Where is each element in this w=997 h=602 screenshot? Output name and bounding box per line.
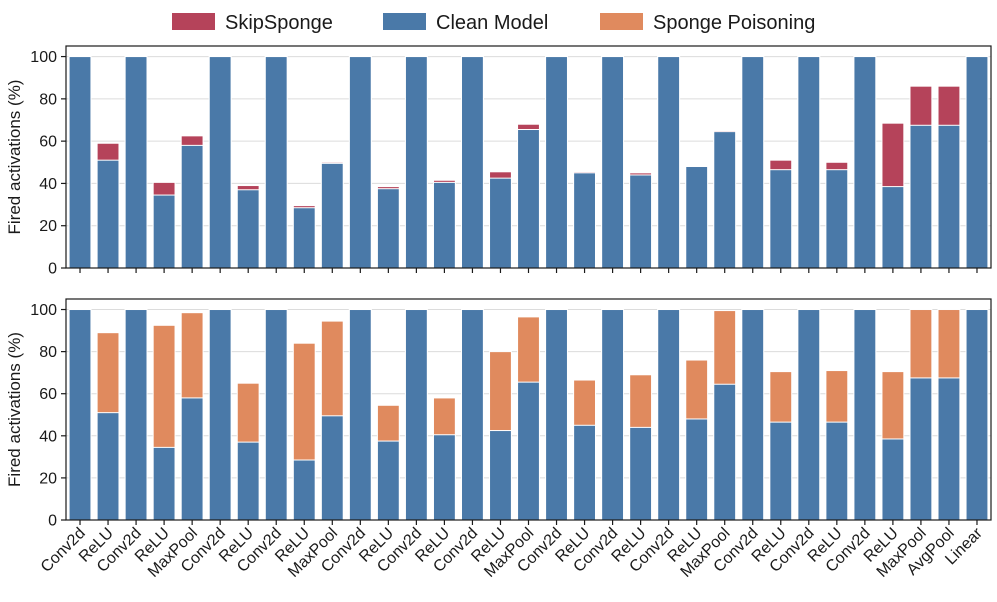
y-tick-label: 20 <box>39 218 57 235</box>
bar-clean-model-17 <box>545 309 568 521</box>
bar-clean-model-2 <box>124 309 148 521</box>
bar-clean-model-10 <box>348 309 372 521</box>
bar-clean-model-17 <box>545 56 568 269</box>
y-tick-label: 100 <box>30 49 57 66</box>
bar-clean-model-4 <box>180 397 204 521</box>
bar-clean-model-8 <box>292 459 316 521</box>
bar-clean-model-2 <box>124 56 148 269</box>
legend-swatch-clean-model <box>383 13 426 30</box>
panel-sponge-poisoning: 0 20 40 60 80 100 Fired activations (%) Conv2… <box>5 298 992 581</box>
bar-clean-model-18 <box>573 172 596 269</box>
bar-clean-model-11 <box>376 188 400 269</box>
y-tick-label: 0 <box>48 513 57 530</box>
bar-clean-model-6 <box>236 189 260 269</box>
bar-clean-model-14 <box>461 309 484 521</box>
y-tick-label: 40 <box>39 176 57 193</box>
bar-clean-model-13 <box>432 181 456 269</box>
bar-clean-model-22 <box>685 166 709 269</box>
bar-clean-model-1 <box>96 412 120 521</box>
bar-clean-model-26 <box>797 309 821 521</box>
bars-bottom <box>68 309 989 521</box>
y-ticks-top: 0 20 40 60 80 100 <box>30 49 66 278</box>
bar-clean-model-23 <box>713 383 737 521</box>
bar-clean-model-3 <box>152 194 176 269</box>
y-axis-label-top: Fired activations (%) <box>5 80 24 235</box>
bar-clean-model-31 <box>937 124 961 269</box>
bar-clean-model-12 <box>404 56 428 269</box>
legend-label-clean-model: Clean Model <box>436 12 548 34</box>
y-tick-label: 0 <box>48 261 57 278</box>
y-tick-label: 40 <box>39 428 57 445</box>
bar-clean-model-7 <box>264 309 288 521</box>
bar-clean-model-22 <box>685 418 709 521</box>
bar-clean-model-15 <box>489 430 512 521</box>
bar-clean-model-23 <box>713 131 737 269</box>
y-tick-label: 20 <box>39 470 57 487</box>
bar-clean-model-11 <box>376 440 400 521</box>
bar-clean-model-9 <box>320 162 344 269</box>
bar-clean-model-30 <box>909 377 933 521</box>
bar-clean-model-31 <box>937 377 961 521</box>
y-tick-label: 60 <box>39 134 57 151</box>
bar-clean-model-19 <box>601 309 625 521</box>
bar-clean-model-16 <box>517 381 540 521</box>
bar-clean-model-6 <box>236 441 260 521</box>
panel-skipsponge: 0 20 40 60 80 100 Fired activations (%) <box>5 45 992 278</box>
y-tick-label: 80 <box>39 344 57 361</box>
y-tick-label: 60 <box>39 386 57 403</box>
bar-clean-model-20 <box>629 174 653 269</box>
bar-clean-model-24 <box>741 309 765 521</box>
bar-clean-model-12 <box>404 309 428 521</box>
legend-swatch-sponge-poisoning <box>600 13 643 30</box>
bar-clean-model-32 <box>965 56 989 269</box>
bar-clean-model-28 <box>853 309 877 521</box>
bar-clean-model-9 <box>320 415 344 521</box>
bar-clean-model-0 <box>68 309 92 521</box>
y-axis-label-bottom: Fired activations (%) <box>5 332 24 487</box>
bar-clean-model-24 <box>741 56 765 269</box>
x-tick-marks-bottom <box>79 520 978 525</box>
x-tick-labels: Conv2dReLUConv2dReLUMaxPoolConv2dReLUCon… <box>38 524 986 581</box>
bar-clean-model-5 <box>208 309 232 521</box>
legend-swatch-skipsponge <box>172 13 215 30</box>
bar-clean-model-15 <box>489 177 512 269</box>
y-tick-label: 80 <box>39 91 57 108</box>
legend-label-sponge-poisoning: Sponge Poisoning <box>653 12 815 34</box>
bar-clean-model-1 <box>96 159 120 269</box>
bar-clean-model-8 <box>292 207 316 269</box>
legend-label-skipsponge: SkipSponge <box>225 12 333 34</box>
y-ticks-bottom: 0 20 40 60 80 100 <box>30 302 66 530</box>
bar-clean-model-4 <box>180 144 204 269</box>
bar-clean-model-32 <box>965 309 989 521</box>
bar-clean-model-18 <box>573 424 596 521</box>
bar-clean-model-29 <box>881 186 905 269</box>
bar-clean-model-0 <box>68 56 92 269</box>
bar-clean-model-7 <box>264 56 288 269</box>
bar-clean-model-21 <box>657 56 681 269</box>
bar-clean-model-16 <box>517 129 540 269</box>
bar-clean-model-30 <box>909 124 933 269</box>
bar-clean-model-20 <box>629 426 653 521</box>
y-tick-label: 100 <box>30 302 57 319</box>
bar-clean-model-3 <box>152 446 176 521</box>
bar-clean-model-27 <box>825 421 849 521</box>
bar-clean-model-25 <box>769 169 793 269</box>
bar-clean-model-27 <box>825 169 849 269</box>
legend: SkipSponge Clean Model Sponge Poisoning <box>172 12 815 34</box>
bar-clean-model-5 <box>208 56 232 269</box>
bar-clean-model-26 <box>797 56 821 269</box>
bar-clean-model-28 <box>853 56 877 269</box>
bar-clean-model-14 <box>461 56 484 269</box>
bar-clean-model-10 <box>348 56 372 269</box>
x-tick-marks-top <box>79 268 978 273</box>
bar-clean-model-21 <box>657 309 681 521</box>
bar-clean-model-19 <box>601 56 625 269</box>
bar-clean-model-29 <box>881 438 905 521</box>
bar-clean-model-25 <box>769 421 793 521</box>
bar-clean-model-13 <box>432 434 456 521</box>
bars-top <box>68 56 989 269</box>
